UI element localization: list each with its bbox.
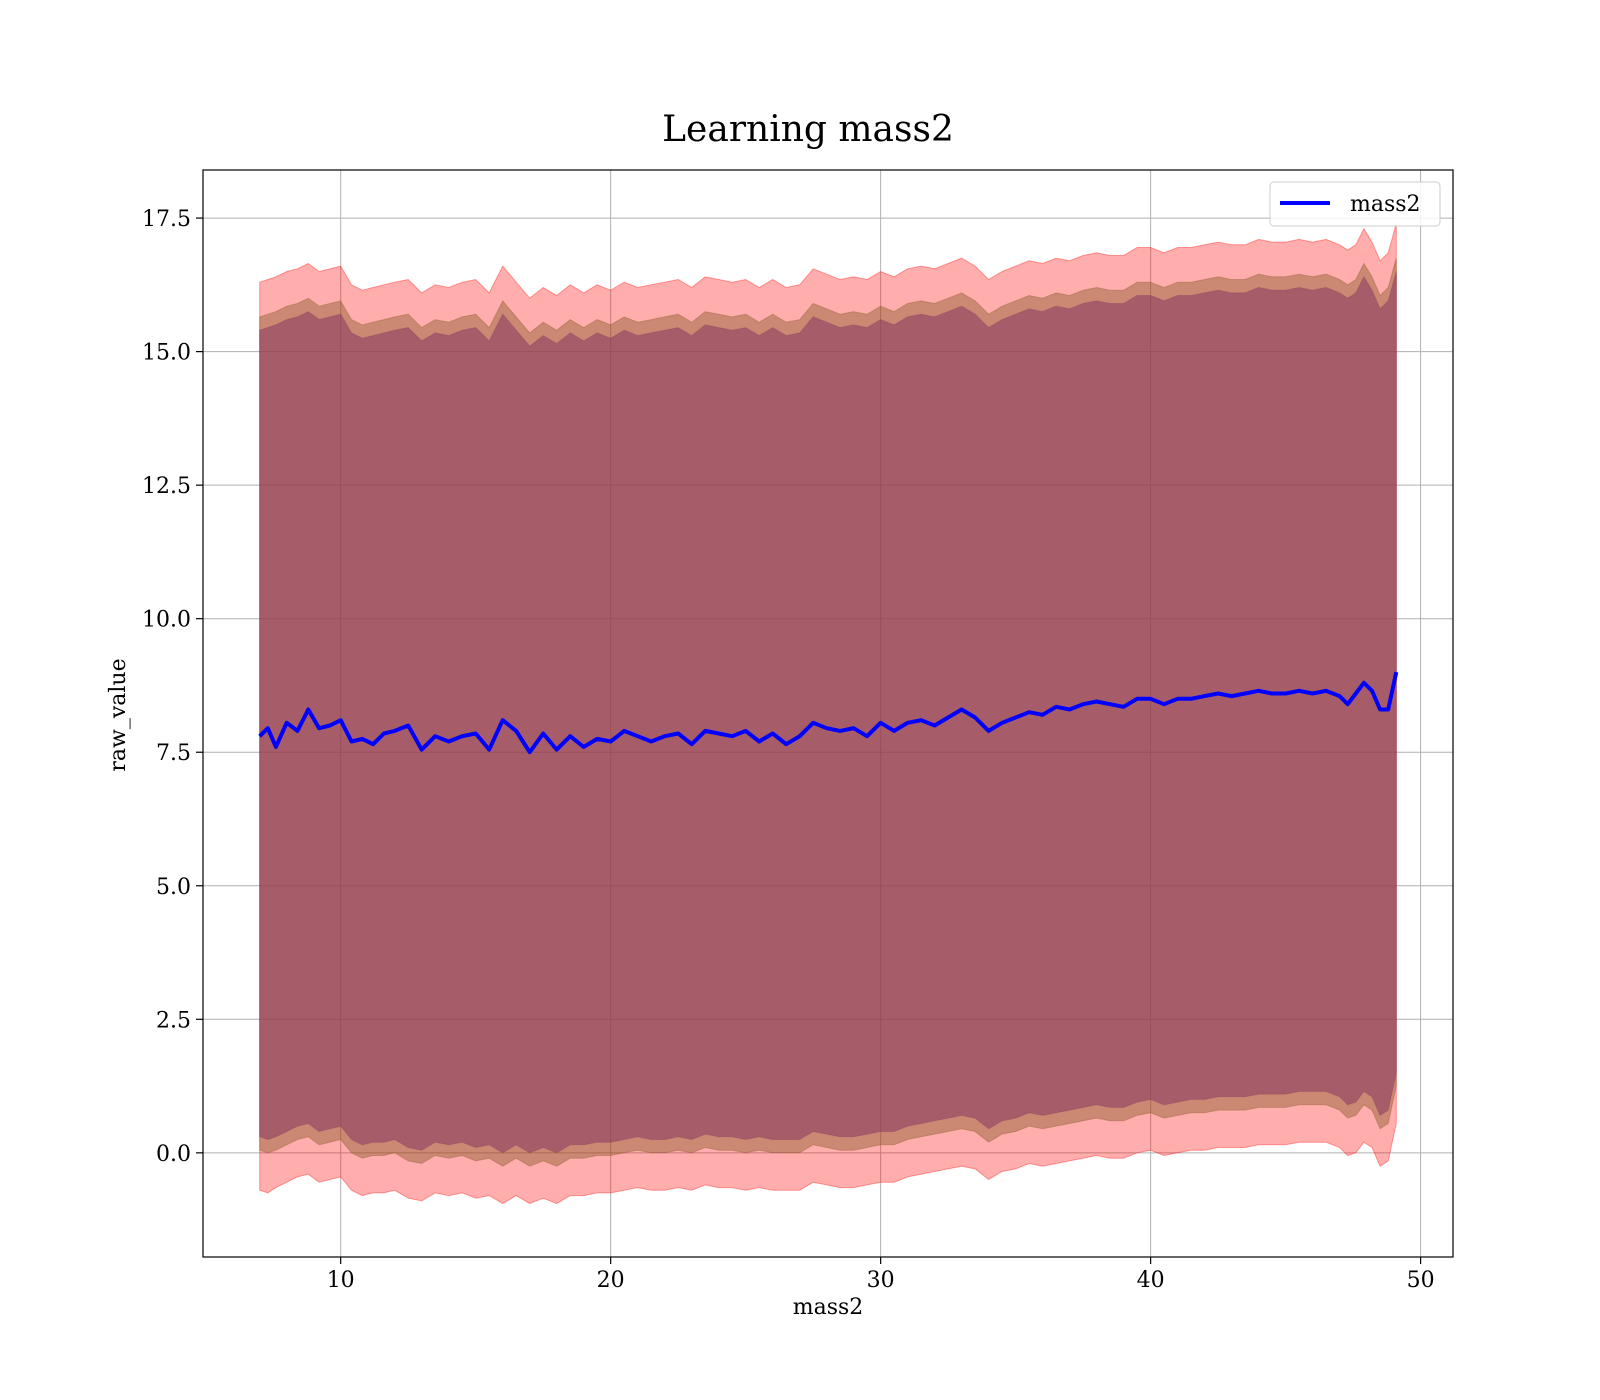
series-line-mass2 [258,671,1399,755]
y-tick-label: 2.5 [156,1008,191,1033]
x-tick-label: 40 [1137,1268,1165,1293]
y-tick-label: 17.5 [142,207,191,232]
plot-frame [202,169,1454,1258]
legend-box [1269,181,1441,227]
y-tick-label: 0.0 [156,1142,191,1167]
x-axis-label: mass2 [793,1295,864,1320]
x-tick-label: 50 [1407,1268,1435,1293]
legend: mass2 [1269,181,1441,227]
y-axis-ticks: 0.0 2.5 5.0 7.5 10.0 12.5 15.0 17.5 [142,207,203,1167]
x-tick-label: 30 [867,1268,895,1293]
x-axis-ticks: 10 20 30 40 50 [327,1257,1435,1293]
series-lines [258,671,1399,755]
y-tick-label: 15.0 [142,341,191,366]
y-tick-label: 5.0 [156,875,191,900]
y-tick-label: 10.0 [142,608,191,633]
band-inner [259,271,1397,1154]
chart-title: Learning mass2 [662,109,954,150]
x-tick-label: 10 [327,1268,355,1293]
y-tick-label: 7.5 [156,741,191,766]
legend-entry-mass2: mass2 [1350,192,1421,217]
y-axis-label: raw_value [106,658,131,771]
confidence-bands [259,223,1397,1205]
x-tick-label: 20 [597,1268,625,1293]
y-tick-label: 12.5 [142,474,191,499]
